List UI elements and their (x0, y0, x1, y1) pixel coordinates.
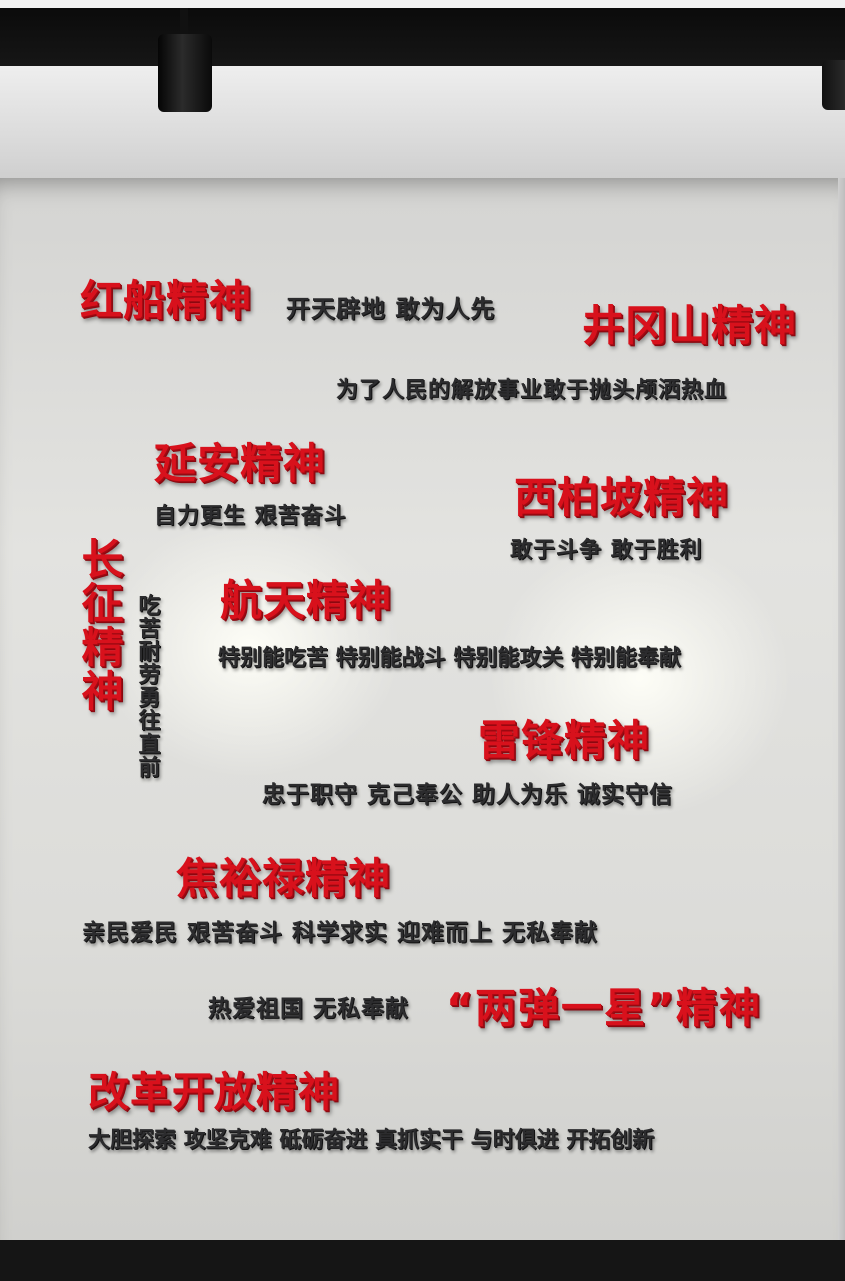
ceiling-soffit (0, 66, 845, 178)
hongchuan-motto: 开天辟地 敢为人先 (286, 295, 496, 323)
xibaipo-motto: 敢于斗争 敢于胜利 (510, 538, 703, 563)
jinggangshan-title: 井冈山精神 (582, 301, 798, 350)
hangtian-title: 航天精神 (220, 576, 393, 625)
changzheng-motto: 吃苦耐劳 勇往直前 (138, 594, 162, 781)
xibaipo-title: 西柏坡精神 (514, 473, 730, 522)
wall-right-edge (838, 178, 845, 1240)
display-wall (0, 178, 845, 1240)
jinggangshan-motto: 为了人民的解放事业敢于抛头颅洒热血 (336, 378, 728, 403)
spotlight-left (158, 34, 212, 112)
gaige-motto: 大胆探索 攻坚克难 砥砺奋进 真抓实干 与时俱进 开拓创新 (88, 1128, 655, 1153)
hongchuan-title: 红船精神 (80, 276, 253, 325)
ceiling-beam (0, 8, 845, 66)
spotlight-stem (180, 8, 188, 38)
spotlight-right (822, 60, 845, 110)
leifeng-title: 雷锋精神 (478, 716, 651, 765)
hangtian-motto: 特别能吃苦 特别能战斗 特别能攻关 特别能奉献 (218, 646, 681, 671)
changzheng-title: 长征精神 (81, 535, 125, 717)
liangdan-title: “两弹一星”精神 (446, 984, 762, 1032)
top-frame (0, 0, 845, 8)
floor-strip (0, 1240, 845, 1281)
gaige-title: 改革开放精神 (88, 1068, 340, 1116)
jiaoyulu-title: 焦裕禄精神 (176, 854, 392, 903)
leifeng-motto: 忠于职守 克己奉公 助人为乐 诚实守信 (262, 782, 674, 808)
liangdan-motto: 热爱祖国 无私奉献 (208, 996, 410, 1022)
jiaoyulu-motto: 亲民爱民 艰苦奋斗 科学求实 迎难而上 无私奉献 (82, 920, 599, 946)
yanan-title: 延安精神 (154, 439, 327, 488)
yanan-motto: 自力更生 艰苦奋斗 (154, 504, 347, 529)
